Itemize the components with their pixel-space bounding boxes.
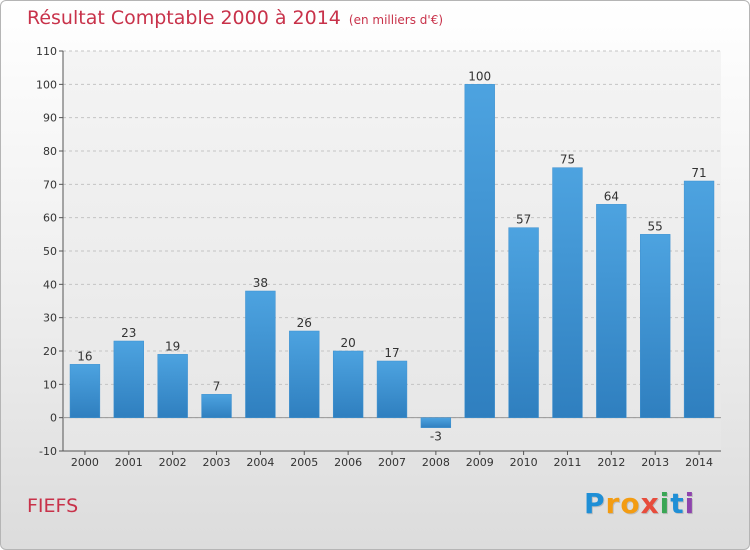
value-label: 20 — [340, 336, 355, 350]
bar-2006 — [332, 350, 364, 418]
value-label: 100 — [468, 69, 491, 83]
value-label: 7 — [213, 379, 221, 393]
y-tick-label: 40 — [43, 278, 57, 291]
value-label: 17 — [384, 346, 399, 360]
x-tick-label: 2001 — [115, 456, 143, 469]
brand-letter: x — [640, 487, 660, 520]
value-label: 38 — [253, 276, 268, 290]
value-label: 23 — [121, 326, 136, 340]
chart-title: Résultat Comptable 2000 à 2014 (en millie… — [27, 7, 443, 29]
brand-logo: Proxiti — [584, 487, 695, 520]
bar-2000 — [69, 364, 101, 418]
y-tick-label: 80 — [43, 145, 57, 158]
bar-2010 — [508, 227, 539, 418]
y-tick-label: -10 — [39, 445, 57, 458]
bar-2003 — [201, 394, 232, 418]
x-tick-label: 2004 — [246, 456, 274, 469]
bar-layer — [69, 84, 715, 428]
x-tick-label: 2014 — [685, 456, 713, 469]
x-tick-label: 2009 — [466, 456, 494, 469]
y-tick-label: 90 — [43, 112, 57, 125]
bar-2014 — [683, 180, 715, 418]
value-label: 26 — [297, 316, 312, 330]
y-tick-label: 100 — [36, 78, 57, 91]
bar-2012 — [596, 204, 627, 418]
brand-letter: P — [584, 487, 606, 520]
bar-2009 — [464, 84, 495, 418]
x-tick-label: 2006 — [334, 456, 362, 469]
x-tick-label: 2013 — [641, 456, 669, 469]
brand-letter: t — [670, 487, 685, 520]
x-tick-label: 2007 — [378, 456, 406, 469]
value-label: 64 — [604, 189, 619, 203]
y-tick-label: 30 — [43, 312, 57, 325]
bar-2004 — [245, 290, 276, 418]
x-tick-label: 2012 — [597, 456, 625, 469]
brand-letter: i — [659, 487, 671, 520]
x-tick-label: 2008 — [422, 456, 450, 469]
y-tick-label: 110 — [36, 45, 57, 58]
place-name: FIEFS — [27, 495, 79, 517]
y-tick-label: 60 — [43, 212, 57, 225]
bar-2008 — [420, 417, 452, 428]
value-label: -3 — [430, 430, 442, 444]
bar-2002 — [157, 354, 188, 418]
brand-letter: r — [605, 487, 621, 520]
x-tick-label: 2002 — [159, 456, 187, 469]
y-tick-label: 50 — [43, 245, 57, 258]
x-tick-label: 2000 — [71, 456, 99, 469]
bar-2011 — [552, 167, 583, 418]
bar-2005 — [289, 330, 320, 418]
bar-2013 — [640, 234, 671, 418]
x-tick-label: 2011 — [553, 456, 581, 469]
y-tick-label: 70 — [43, 178, 57, 191]
brand-letter: o — [620, 487, 641, 520]
chart-unit: (en milliers d'€) — [348, 13, 444, 27]
value-label: 55 — [648, 219, 663, 233]
value-label: 71 — [691, 166, 706, 180]
chart-title-text: Résultat Comptable 2000 à 2014 — [27, 7, 341, 29]
x-tick-label: 2005 — [290, 456, 318, 469]
value-label: 75 — [560, 153, 575, 167]
x-tick-label: 2010 — [510, 456, 538, 469]
value-label: 16 — [77, 349, 92, 363]
value-label: 57 — [516, 213, 531, 227]
bar-2007 — [376, 360, 408, 418]
value-label: 19 — [165, 339, 180, 353]
y-tick-label: 0 — [50, 412, 57, 425]
y-tick-label: 20 — [43, 345, 57, 358]
x-tick-label: 2003 — [203, 456, 231, 469]
brand-letter: i — [684, 487, 696, 520]
label-layer: 16 23 19 7 38 26 20 17 -3 100 57 75 64 55 71 — [77, 69, 706, 443]
bar-2001 — [113, 340, 144, 418]
y-tick-label: 10 — [43, 378, 57, 391]
